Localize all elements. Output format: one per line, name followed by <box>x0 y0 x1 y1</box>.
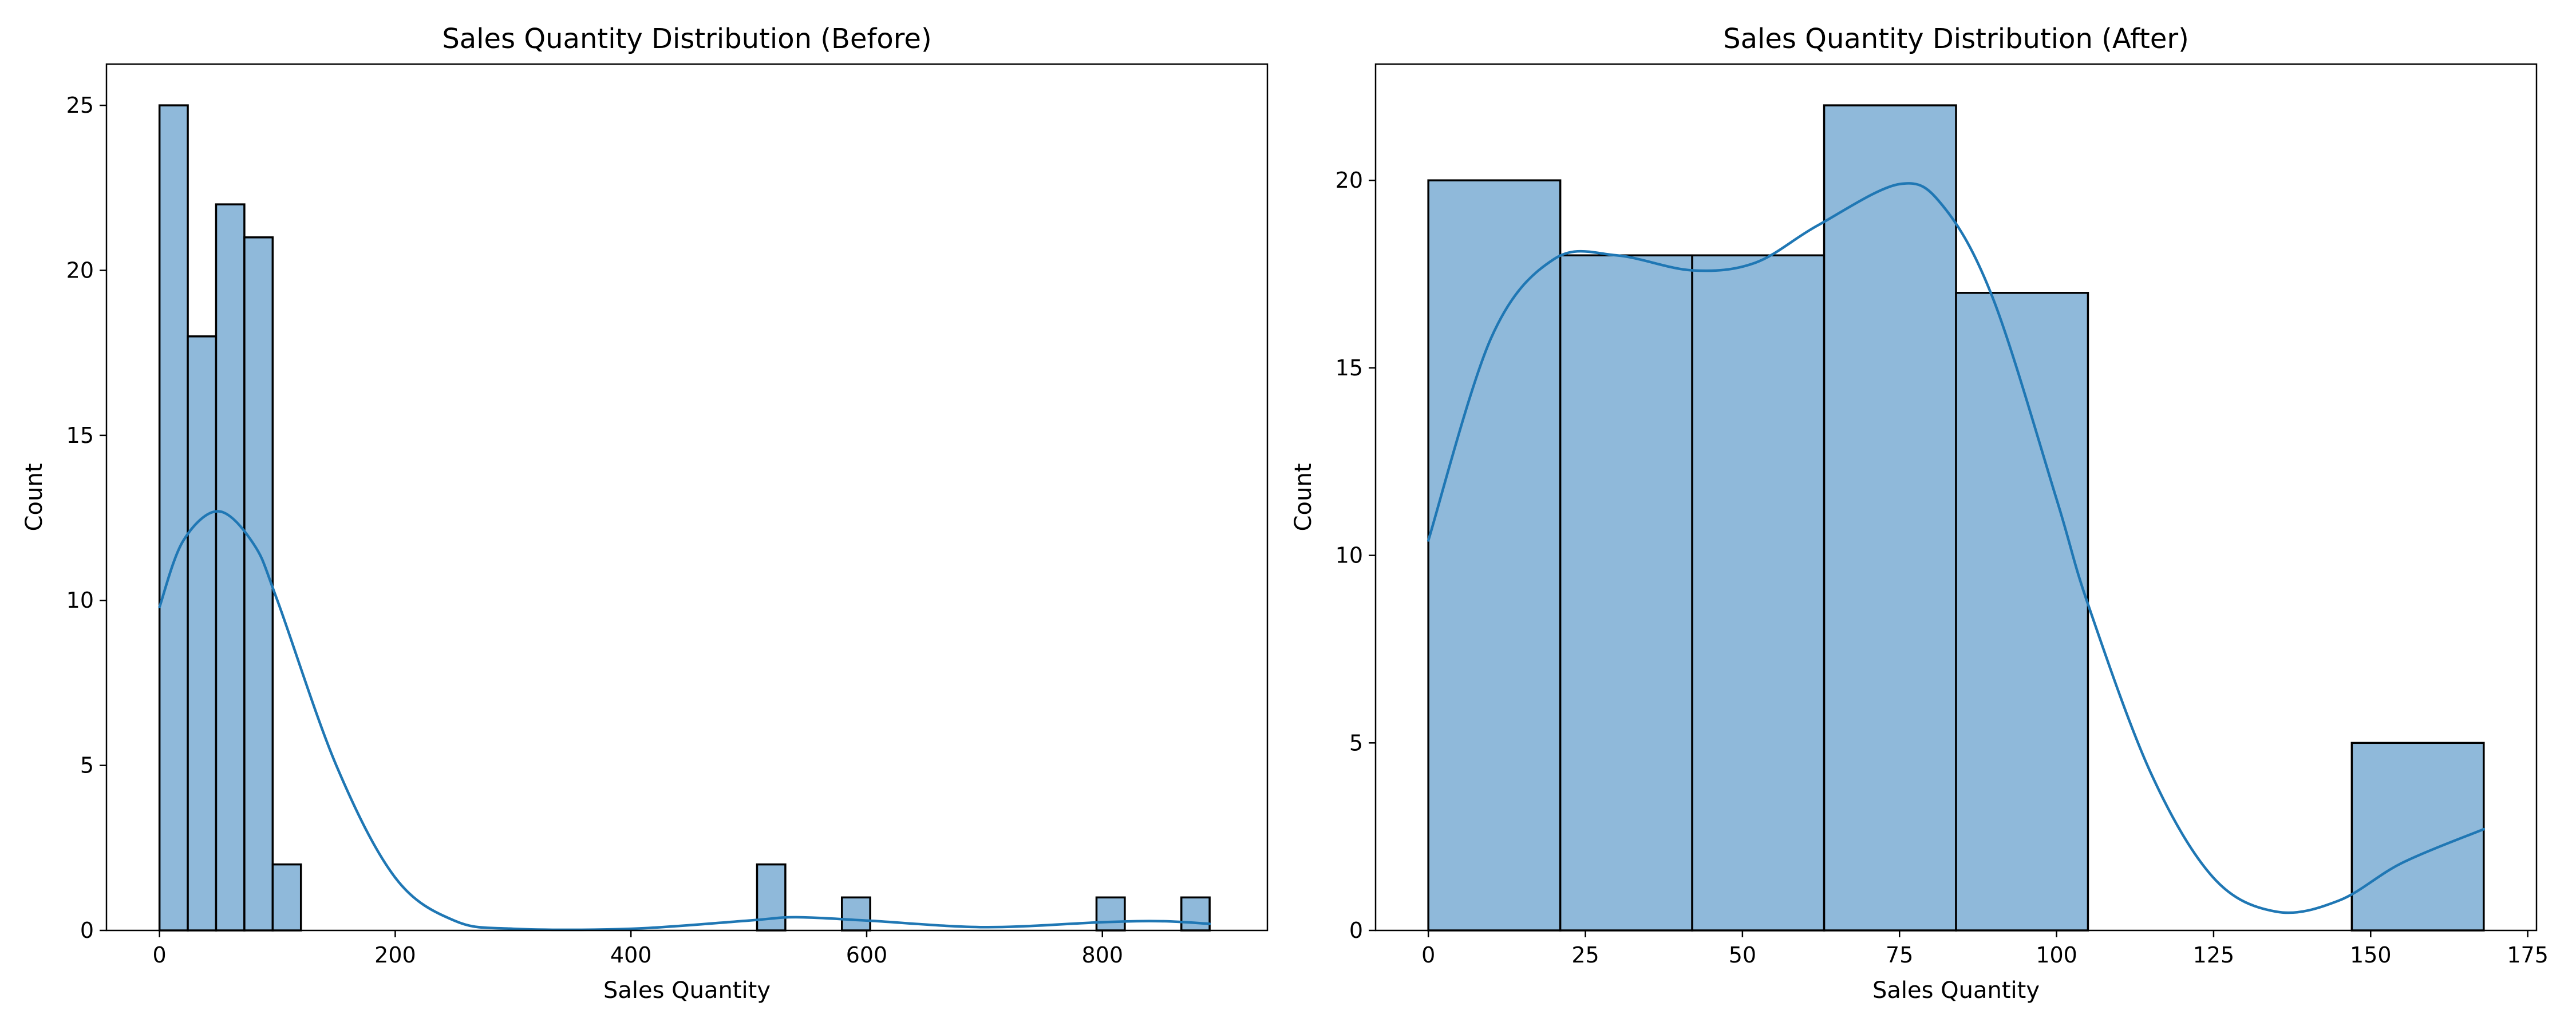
histogram-bar <box>1095 896 1126 932</box>
y-axis-label: Count <box>21 464 48 532</box>
histogram-bar <box>1955 292 2089 932</box>
histogram-bar <box>187 335 218 932</box>
x-tick-label: 150 <box>2350 942 2392 968</box>
x-tick-label: 600 <box>846 942 888 968</box>
y-tick-label: 5 <box>80 753 94 778</box>
x-tick-label: 100 <box>2036 942 2077 968</box>
x-tick-label: 25 <box>1571 942 1599 968</box>
x-tick-label: 0 <box>153 942 167 968</box>
y-tick-label: 25 <box>66 93 94 118</box>
x-tick-label: 75 <box>1886 942 1913 968</box>
y-tick-label: 0 <box>80 918 94 943</box>
y-tick-label: 15 <box>1336 355 1363 381</box>
y-tick-label: 10 <box>1336 543 1363 568</box>
x-tick-label: 175 <box>2507 942 2549 968</box>
chart-title: Sales Quantity Distribution (After) <box>1723 23 2189 55</box>
x-tick-label: 800 <box>1081 942 1123 968</box>
x-axis-label: Sales Quantity <box>1872 977 2040 1004</box>
histogram-bar <box>158 104 189 932</box>
y-axis-label: Count <box>1290 464 1317 532</box>
histogram-bar <box>1559 254 1693 932</box>
x-tick-label: 0 <box>1421 942 1435 968</box>
y-tick-label: 15 <box>66 423 94 448</box>
histogram-bar <box>1427 179 1562 932</box>
kde-line <box>1427 182 2486 914</box>
histogram-bar <box>243 236 274 932</box>
x-tick-label: 400 <box>610 942 652 968</box>
panel-before: 0 200 400 600 800 0 5 10 15 20 25 Sales Quantity Di… <box>21 23 1269 1004</box>
x-tick-label: 200 <box>374 942 416 968</box>
y-tick-label: 20 <box>66 258 94 283</box>
x-tick-label: 50 <box>1729 942 1756 968</box>
x-tick-label: 125 <box>2193 942 2235 968</box>
axes-frame <box>105 63 1269 932</box>
panel-after: 0 25 50 75 100 125 150 175 0 5 10 15 20 Sales Quantit… <box>1290 23 2549 1004</box>
histogram-bar <box>1180 896 1211 932</box>
histogram-bar <box>1691 254 1826 932</box>
x-axis-label: Sales Quantity <box>603 977 771 1004</box>
kde-line <box>158 510 1211 932</box>
y-tick-label: 20 <box>1336 168 1363 193</box>
y-tick-label: 5 <box>1349 730 1363 755</box>
histogram-bar <box>271 863 302 932</box>
y-tick-label: 0 <box>1349 918 1363 943</box>
histogram-bar <box>840 896 871 932</box>
axes-frame <box>1374 63 2538 932</box>
y-tick-label: 10 <box>66 588 94 613</box>
histogram-bar <box>1823 104 1957 932</box>
histogram-bar <box>215 203 246 932</box>
chart-title: Sales Quantity Distribution (Before) <box>442 23 931 55</box>
